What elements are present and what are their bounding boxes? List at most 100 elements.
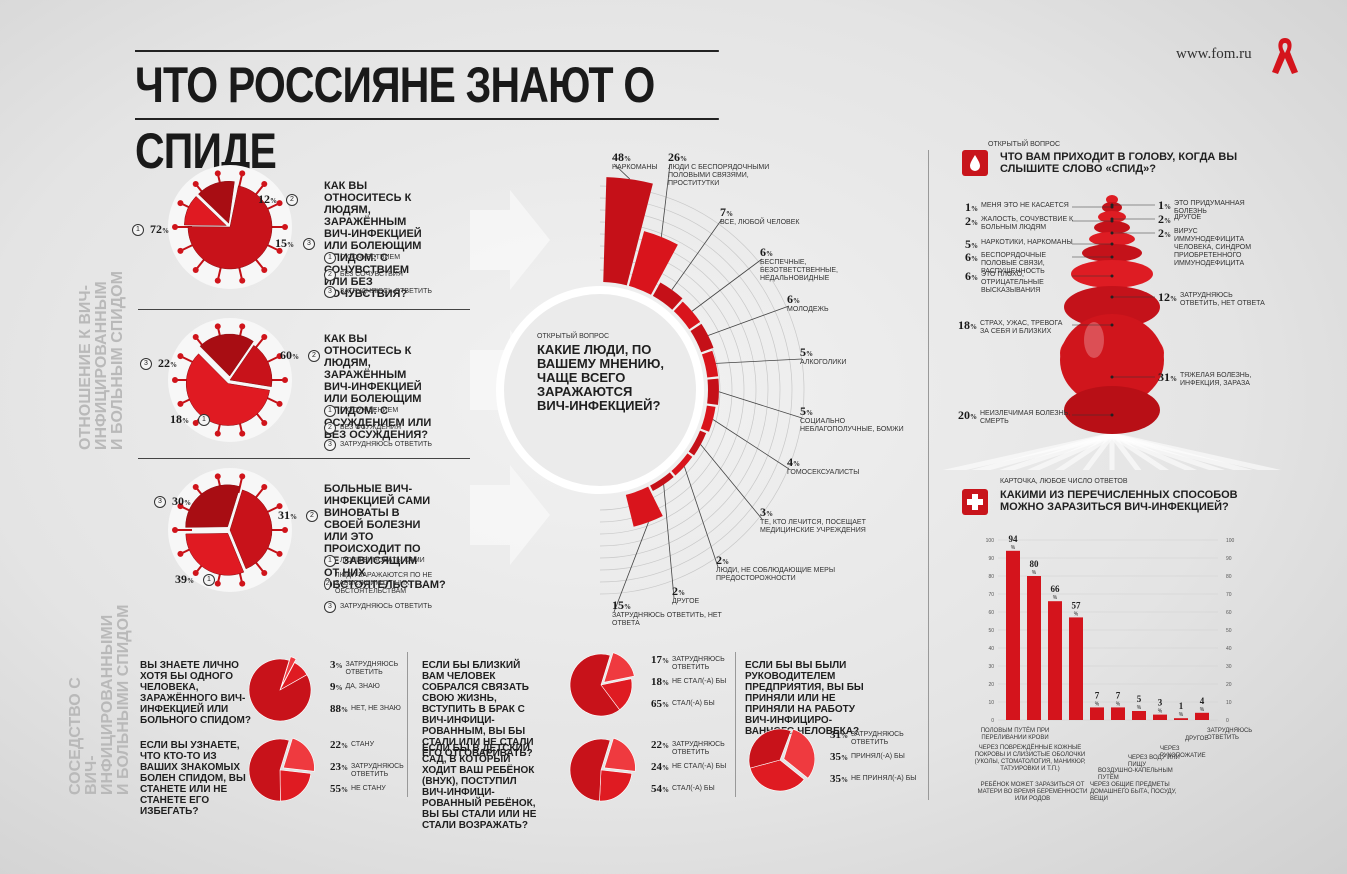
percent-label: 22% xyxy=(158,356,177,370)
ways-bar xyxy=(1153,714,1167,720)
virus-spike-tip xyxy=(192,420,199,427)
y-tick-label: 50 xyxy=(988,628,994,634)
neighborhood-pie xyxy=(748,728,815,792)
bar-percent-sign: % xyxy=(1095,701,1100,707)
answer-label: ЖАЛОСТЬ, СОЧУВСТВИЕ К БОЛЬНЫМ ЛЮДЯМ xyxy=(981,216,1074,231)
neighborhood-pie xyxy=(248,656,312,722)
radial-category-label: ДРУГОЕ xyxy=(672,598,700,605)
radial-category-label: НАРКОМАНЫ xyxy=(612,164,658,171)
red-ribbon-icon xyxy=(1272,38,1298,74)
legend-label: ЛЮДИ ВИНОВАТЫ САМИ xyxy=(340,557,425,564)
divider xyxy=(928,150,929,800)
drop-left-item: 18% СТРАХ, УЖАС, ТРЕВОГА ЗА СЕБЯ И БЛИЗКИ… xyxy=(958,318,1073,336)
drop-right-item: 1% ЭТО ПРИДУМАННАЯ БОЛЕЗНЬ xyxy=(1158,198,1268,216)
pie-slice xyxy=(185,533,245,576)
percent-label: 24% xyxy=(651,761,669,773)
attitude-legend: 1 С СОЧУВСТВИЕМ 2 БЕЗ СОЧУВСТВИЯ 3 ЗАТРУДНЯЮС… xyxy=(324,252,459,303)
drop-left-item: 1% МЕНЯ ЭТО НЕ КАСАЕТСЯ xyxy=(965,200,1080,215)
radial-percent: 48% xyxy=(612,150,631,164)
drop-left-item: 5% НАРКОТИКИ, НАРКОМАНЫ xyxy=(965,237,1080,252)
leader-line xyxy=(663,484,675,599)
ways-category-label: ЧЕРЕЗ ВОДУ ИЛИ ПИЩУ xyxy=(1128,755,1180,768)
radial-bar xyxy=(671,453,693,476)
ways-category-label: ВОЗДУШНО-КАПЕЛЬНЫМ ПУТЁМ xyxy=(1098,768,1173,781)
ways-bar xyxy=(1006,550,1020,720)
ways-category-label: ЗАТРУДНЯЮСЬ ОТВЕТИТЬ xyxy=(1207,728,1253,741)
ways-category-label: ЧЕРЕЗ РУКОПОЖАТИЕ xyxy=(1160,746,1206,759)
divider xyxy=(138,458,470,459)
answer-label: НАРКОТИКИ, НАРКОМАНЫ xyxy=(981,239,1073,246)
percent-label: 1% xyxy=(1158,198,1171,212)
legend-row: 1 С СОЧУВСТВИЕМ xyxy=(324,252,459,264)
percent-label: 31% xyxy=(830,729,848,741)
percent-label: 15% xyxy=(275,236,294,250)
virus-pie-chart xyxy=(168,318,292,442)
leader-line xyxy=(712,419,790,470)
virus-spike-tip xyxy=(261,483,268,490)
answer-number-badge: 2 xyxy=(324,422,336,434)
percent-label: 72% xyxy=(150,222,169,236)
virus-spike-tip xyxy=(177,353,184,360)
answer-label: ЗАТРУДНЯЮСЬ ОТВЕТИТЬ xyxy=(345,661,399,676)
percent-label: 3% xyxy=(330,659,343,671)
virus-spike-tip xyxy=(276,400,283,407)
answer-label: ДРУГОЕ xyxy=(1174,214,1202,221)
neighborhood-answer: 22% СТАНУ xyxy=(330,739,425,751)
leader-dot xyxy=(1110,217,1114,221)
divider xyxy=(138,309,470,310)
drop-bottom xyxy=(1064,386,1160,434)
neighborhood-question: ВЫ ЗНАЕТЕ ЛИЧНО ХОТЯ БЫ ОДНОГО ЧЕЛОВЕКА,… xyxy=(140,660,251,726)
pie-slice xyxy=(229,344,273,387)
light-ray xyxy=(1110,433,1142,470)
y-tick-label: 70 xyxy=(1226,592,1232,598)
attitude-legend: 1 С ОСУЖДЕНИЕМ 2 БЕЗ ОСУЖДЕНИЯ 3 ЗАТРУДНЯЮСЬ … xyxy=(324,405,459,456)
virus-spike-tip xyxy=(261,420,268,427)
percent-label: 2% xyxy=(965,214,978,228)
leader-dot xyxy=(1110,231,1114,235)
virus-spike-tip xyxy=(239,430,246,437)
neighborhood-answer: 35% ПРИНЯЛ(-А) БЫ xyxy=(830,751,925,763)
y-tick-label: 100 xyxy=(986,538,995,544)
radial-category-label: ВСЕ, ЛЮБОЙ ЧЕЛОВЕК xyxy=(720,219,800,226)
answer-label: ВИРУС ИММУНОДЕФИЦИТА ЧЕЛОВЕКА, СИНДРОМ П… xyxy=(1174,228,1252,267)
bar-percent-sign: % xyxy=(1053,595,1058,601)
answer-label: ПРИНЯЛ(-А) БЫ xyxy=(851,753,905,760)
neighborhood-answer: 23% ЗАТРУДНЯЮСЬ ОТВЕТИТЬ xyxy=(330,761,425,779)
answer-label: ЗАТРУДНЯЮСЬ ОТВЕТИТЬ xyxy=(351,763,404,778)
background-arrow xyxy=(470,190,550,290)
legend-label: БЕЗ ОСУЖДЕНИЯ xyxy=(340,424,402,431)
radial-percent: 5% xyxy=(800,404,813,418)
ways-category-label: ЧЕРЕЗ ОБЩИЕ ПРЕДМЕТЫ ДОМАШНЕГО БЫТА, ПОС… xyxy=(1090,782,1177,802)
answer-number-badge: 3 xyxy=(303,238,315,250)
percent-label: 35% xyxy=(830,751,848,763)
pie-slice xyxy=(281,656,297,687)
answer-number-badge: 2 xyxy=(306,510,318,522)
legend-label: С ОСУЖДЕНИЕМ xyxy=(340,407,399,414)
legend-label: ЛЮДИ ЗАРАЖАЮТСЯ ПО НЕ ЗАВИСЯЩИМ ОТ НИХ О… xyxy=(335,572,433,595)
bar-percent-sign: % xyxy=(1032,570,1037,576)
leader-line xyxy=(660,163,671,238)
radial-percent: 3% xyxy=(760,505,773,519)
answer-label: ТЯЖЕЛАЯ БОЛЕЗНЬ, ИНФЕКЦИЯ, ЗАРАЗА xyxy=(1180,372,1252,387)
drop-layer xyxy=(1064,286,1160,328)
virus-spike-tip xyxy=(276,200,283,207)
pie-slice xyxy=(248,658,312,722)
center-tag: ОТКРЫТЫЙ ВОПРОС xyxy=(537,333,610,340)
bar-percent-sign: % xyxy=(1074,611,1079,617)
bar-value-label: 5 xyxy=(1137,694,1142,704)
ways-bar xyxy=(1132,711,1146,720)
pie-slice xyxy=(748,728,792,769)
virus-spike-tip xyxy=(192,570,199,577)
answer-number-badge: 1 xyxy=(198,414,210,426)
ways-category-label: ПОЛОВЫМ ПУТЁМ ПРИ ПЕРЕЛИВАНИИ КРОВИ xyxy=(980,728,1050,741)
bar-percent-sign: % xyxy=(1179,712,1184,718)
legend-label: ЗАТРУДНЯЮСЬ ОТВЕТИТЬ xyxy=(340,603,432,610)
y-tick-label: 20 xyxy=(988,682,994,688)
virus-spike-tip xyxy=(214,430,221,437)
radial-bar xyxy=(625,486,663,527)
virus-spike-tip xyxy=(192,267,199,274)
answer-label: СТАЛ(-А) БЫ xyxy=(672,700,715,707)
site-url[interactable]: www.fom.ru xyxy=(1176,46,1252,62)
virus-spike-tip xyxy=(177,200,184,207)
virus-spike-tip xyxy=(172,224,178,230)
